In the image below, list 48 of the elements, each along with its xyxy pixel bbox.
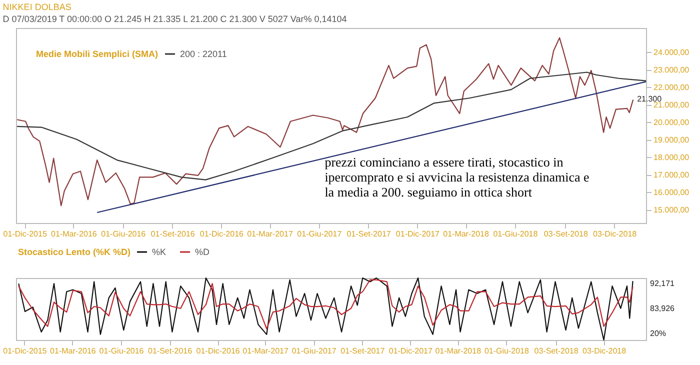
x-tick-label: 01-Dic-2016 [196,346,240,356]
x-tick-label: 01-Set-2016 [150,230,196,238]
legend-title: Stocastico Lento (%K %D) [18,247,131,257]
text: 83,926 [650,304,676,313]
y-tick-label: 17.000,00 [654,170,690,180]
text: 20% [650,329,666,338]
x-tick-label: 01-Set-2016 [148,346,193,356]
x-tick-label: 01-Giu-2018 [484,346,530,356]
x-tick-label: 01-Giu-2016 [99,346,144,356]
x-tick-label: 01-Set-2017 [346,230,392,238]
x-tick-label: 01-Dic-2016 [200,230,244,238]
x-tick-label: 01-Mar-2017 [242,346,289,356]
legend-title: Medie Mobili Semplici (SMA) [36,49,158,59]
chart-subtitle: D 07/03/2019 T 00:00:00 O 21.245 H 21.335 L 21.200 C 21.300 V 5027 Var% 0,14104 [2,14,347,24]
y-tick-label: 15.000,00 [654,205,690,214]
x-tick-label: 03-Dic-2018 [593,230,638,238]
x-tick-label: 01-Mar-2018 [443,230,490,238]
x-tick-label: 01-Mar-2017 [247,230,294,238]
y-tick-label: 18.000,00 [654,152,690,162]
x-tick-label: 01-Giu-2017 [297,230,342,238]
x-tick-label: 01-Giu-2017 [292,346,337,356]
x-tick-label: 01-Dic-2017 [396,230,440,238]
y-tick-label: 21.000,00 [654,100,690,110]
text: 92,171 [650,279,676,288]
x-tick-label: 03-Dic-2018 [582,346,627,356]
y-tick-label: 24.000,00 [654,48,690,57]
legend-label: %D [195,247,210,257]
x-tick-label: 01-Set-2017 [340,346,386,356]
y-tick-label: 23.000,00 [654,65,690,74]
legend-label: 200 : 22011 [180,49,227,59]
y-tick-label: 19.000,00 [654,135,690,144]
x-tick-label: 01-Mar-2016 [50,346,96,356]
legend-label: %K [152,247,166,257]
x-tick-label: 03-Set-2018 [534,346,579,356]
x-tick-label: 01-Giu-2018 [493,230,538,238]
x-tick-label: 03-Set-2018 [544,230,589,238]
y-tick-label: 20.000,00 [654,118,690,127]
line-series [16,37,634,206]
x-tick-label: 01-Mar-2016 [51,230,98,238]
x-tick-label: 01-Dic-2015 [3,230,48,238]
x-tick-label: 01-Giu-2016 [101,230,146,238]
x-tick-label: 01-Dic-2017 [388,346,433,356]
y-tick-label: 16.000,00 [654,188,690,197]
y-tick-label: 22.000,00 [654,82,690,92]
annotation: prezzi cominciano a essere tirati, stocastico in ipercomprato e si avvicina la resistenza dinamica e la media a 200. seguiamo in ottica short [324,154,590,200]
x-tick-label: 01-Dic-2015 [3,346,48,356]
x-tick-label: 01-Mar-2018 [435,346,482,356]
chart-title: NIKKEI DOLBAS [2,2,72,12]
